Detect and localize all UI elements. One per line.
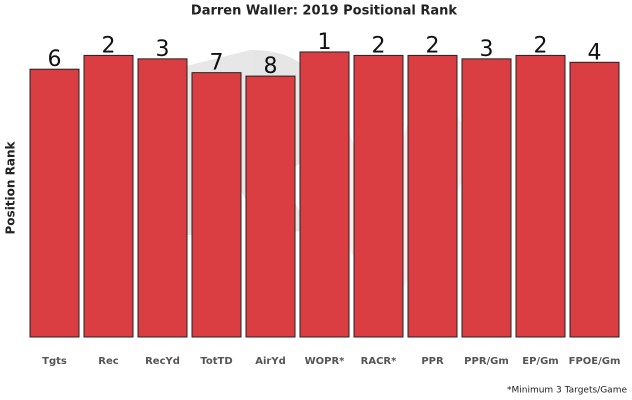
bar — [29, 68, 80, 338]
data-label: 1 — [318, 30, 332, 55]
data-label: 3 — [480, 37, 494, 62]
data-label: 2 — [426, 33, 440, 58]
bar — [245, 75, 296, 338]
bar — [515, 54, 566, 338]
bar — [353, 54, 404, 338]
x-tick-label: FPOE/Gm — [569, 356, 621, 367]
data-label: 6 — [48, 47, 62, 72]
data-label: 7 — [210, 51, 224, 76]
data-label: 2 — [372, 33, 386, 58]
y-axis-label: Position Rank — [4, 141, 18, 235]
footnote: *Minimum 3 Targets/Game — [507, 386, 627, 396]
data-label: 8 — [264, 54, 278, 79]
x-tick-label: TotTD — [200, 356, 232, 367]
x-tick-label: WOPR* — [305, 356, 346, 367]
bar — [569, 61, 620, 338]
data-label: 4 — [588, 40, 602, 65]
x-tick-label: RACR* — [361, 356, 397, 367]
chart-title: Darren Waller: 2019 Positional Rank — [191, 4, 458, 19]
x-tick-label: EP/Gm — [522, 356, 558, 367]
bar — [191, 72, 242, 338]
data-label: 2 — [102, 33, 116, 58]
data-label: 2 — [534, 33, 548, 58]
bar — [299, 51, 350, 338]
x-tick-label: RecYd — [145, 356, 180, 367]
x-tick-label: Rec — [98, 356, 118, 367]
bar — [407, 54, 458, 338]
x-tick-label: AirYd — [255, 356, 286, 367]
bar — [137, 58, 188, 338]
x-tick-label: PPR/Gm — [464, 356, 509, 367]
bar — [83, 54, 134, 338]
bar — [461, 58, 512, 338]
data-label: 3 — [156, 37, 170, 62]
x-tick-label: PPR — [421, 356, 444, 367]
x-tick-label: Tgts — [42, 356, 67, 367]
